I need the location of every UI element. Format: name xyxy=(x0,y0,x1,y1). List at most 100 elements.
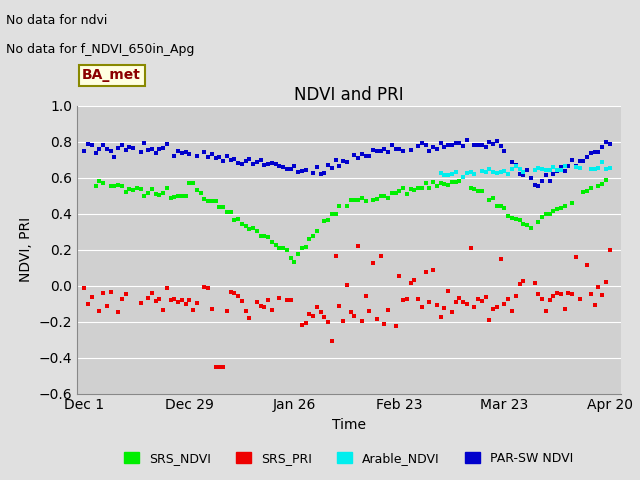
Point xyxy=(120,188,131,195)
Point xyxy=(575,164,585,172)
Point xyxy=(481,294,491,301)
Point xyxy=(177,149,187,156)
Point xyxy=(244,314,255,322)
Point xyxy=(383,194,394,202)
Point xyxy=(342,202,352,210)
Point xyxy=(360,197,371,204)
Point xyxy=(462,300,472,308)
Point xyxy=(136,185,146,193)
Point xyxy=(218,363,228,371)
Point xyxy=(353,154,364,161)
Point xyxy=(233,292,243,300)
Point xyxy=(330,156,340,164)
Point xyxy=(507,214,517,221)
Point xyxy=(447,142,457,149)
Point xyxy=(447,178,457,186)
Point xyxy=(454,294,465,302)
Point xyxy=(218,157,228,165)
Point xyxy=(143,146,153,154)
Point xyxy=(364,152,374,160)
Point xyxy=(548,163,558,170)
Point xyxy=(106,288,116,296)
Point xyxy=(154,145,164,153)
Point xyxy=(207,150,217,158)
Point xyxy=(571,253,581,261)
Y-axis label: NDVI, PRI: NDVI, PRI xyxy=(19,217,33,282)
Point xyxy=(293,168,303,176)
Point xyxy=(106,182,116,190)
Point xyxy=(132,184,142,192)
Point xyxy=(559,202,570,209)
Point xyxy=(241,222,251,229)
Point xyxy=(406,279,416,287)
Point xyxy=(237,160,247,168)
Point xyxy=(113,181,123,189)
Point xyxy=(428,179,438,186)
Point xyxy=(252,299,262,306)
Point xyxy=(116,182,127,190)
Point xyxy=(515,170,525,178)
Point xyxy=(451,298,461,306)
Point xyxy=(533,182,543,190)
Point xyxy=(593,182,604,190)
Point xyxy=(380,192,390,200)
Point xyxy=(94,307,104,315)
Point xyxy=(301,319,311,327)
Point xyxy=(225,208,236,216)
Point xyxy=(255,232,266,240)
Point xyxy=(124,185,134,193)
Point xyxy=(79,147,90,155)
Point xyxy=(248,225,259,232)
Point xyxy=(589,166,600,173)
Point xyxy=(589,148,600,156)
Point xyxy=(556,166,566,174)
Point xyxy=(158,144,168,152)
Point xyxy=(601,138,611,145)
Point xyxy=(229,155,239,163)
Point xyxy=(109,182,120,190)
Point xyxy=(225,156,236,164)
Point xyxy=(113,308,123,316)
Point xyxy=(597,180,607,188)
Point xyxy=(83,140,93,148)
Point xyxy=(406,146,416,154)
Point xyxy=(552,289,562,297)
Point xyxy=(221,153,232,160)
Point xyxy=(488,195,499,203)
Point xyxy=(147,289,157,297)
Point xyxy=(199,148,209,156)
Point xyxy=(221,308,232,315)
Point xyxy=(518,171,529,179)
Point xyxy=(98,289,108,297)
Point xyxy=(86,293,97,300)
Point xyxy=(499,204,509,212)
Point xyxy=(484,165,495,173)
Point xyxy=(360,153,371,160)
Point xyxy=(267,306,277,314)
Point xyxy=(443,181,453,189)
Point xyxy=(301,166,311,174)
Point xyxy=(237,220,247,228)
Point xyxy=(380,144,390,152)
Point xyxy=(488,305,499,312)
Point xyxy=(469,303,479,311)
Point xyxy=(120,290,131,298)
Point xyxy=(229,216,239,224)
Point xyxy=(507,158,517,166)
Point xyxy=(275,162,285,170)
Point xyxy=(458,299,468,306)
Point xyxy=(390,323,401,330)
Point xyxy=(439,304,449,312)
Point xyxy=(158,307,168,314)
Point xyxy=(252,227,262,235)
Point xyxy=(357,318,367,325)
Point xyxy=(537,295,547,302)
Point xyxy=(327,337,337,345)
Point xyxy=(275,244,285,252)
Point xyxy=(447,308,457,316)
Point xyxy=(492,169,502,177)
Point xyxy=(436,169,446,177)
Point xyxy=(304,235,314,242)
Point xyxy=(563,162,573,170)
Point xyxy=(278,163,288,170)
